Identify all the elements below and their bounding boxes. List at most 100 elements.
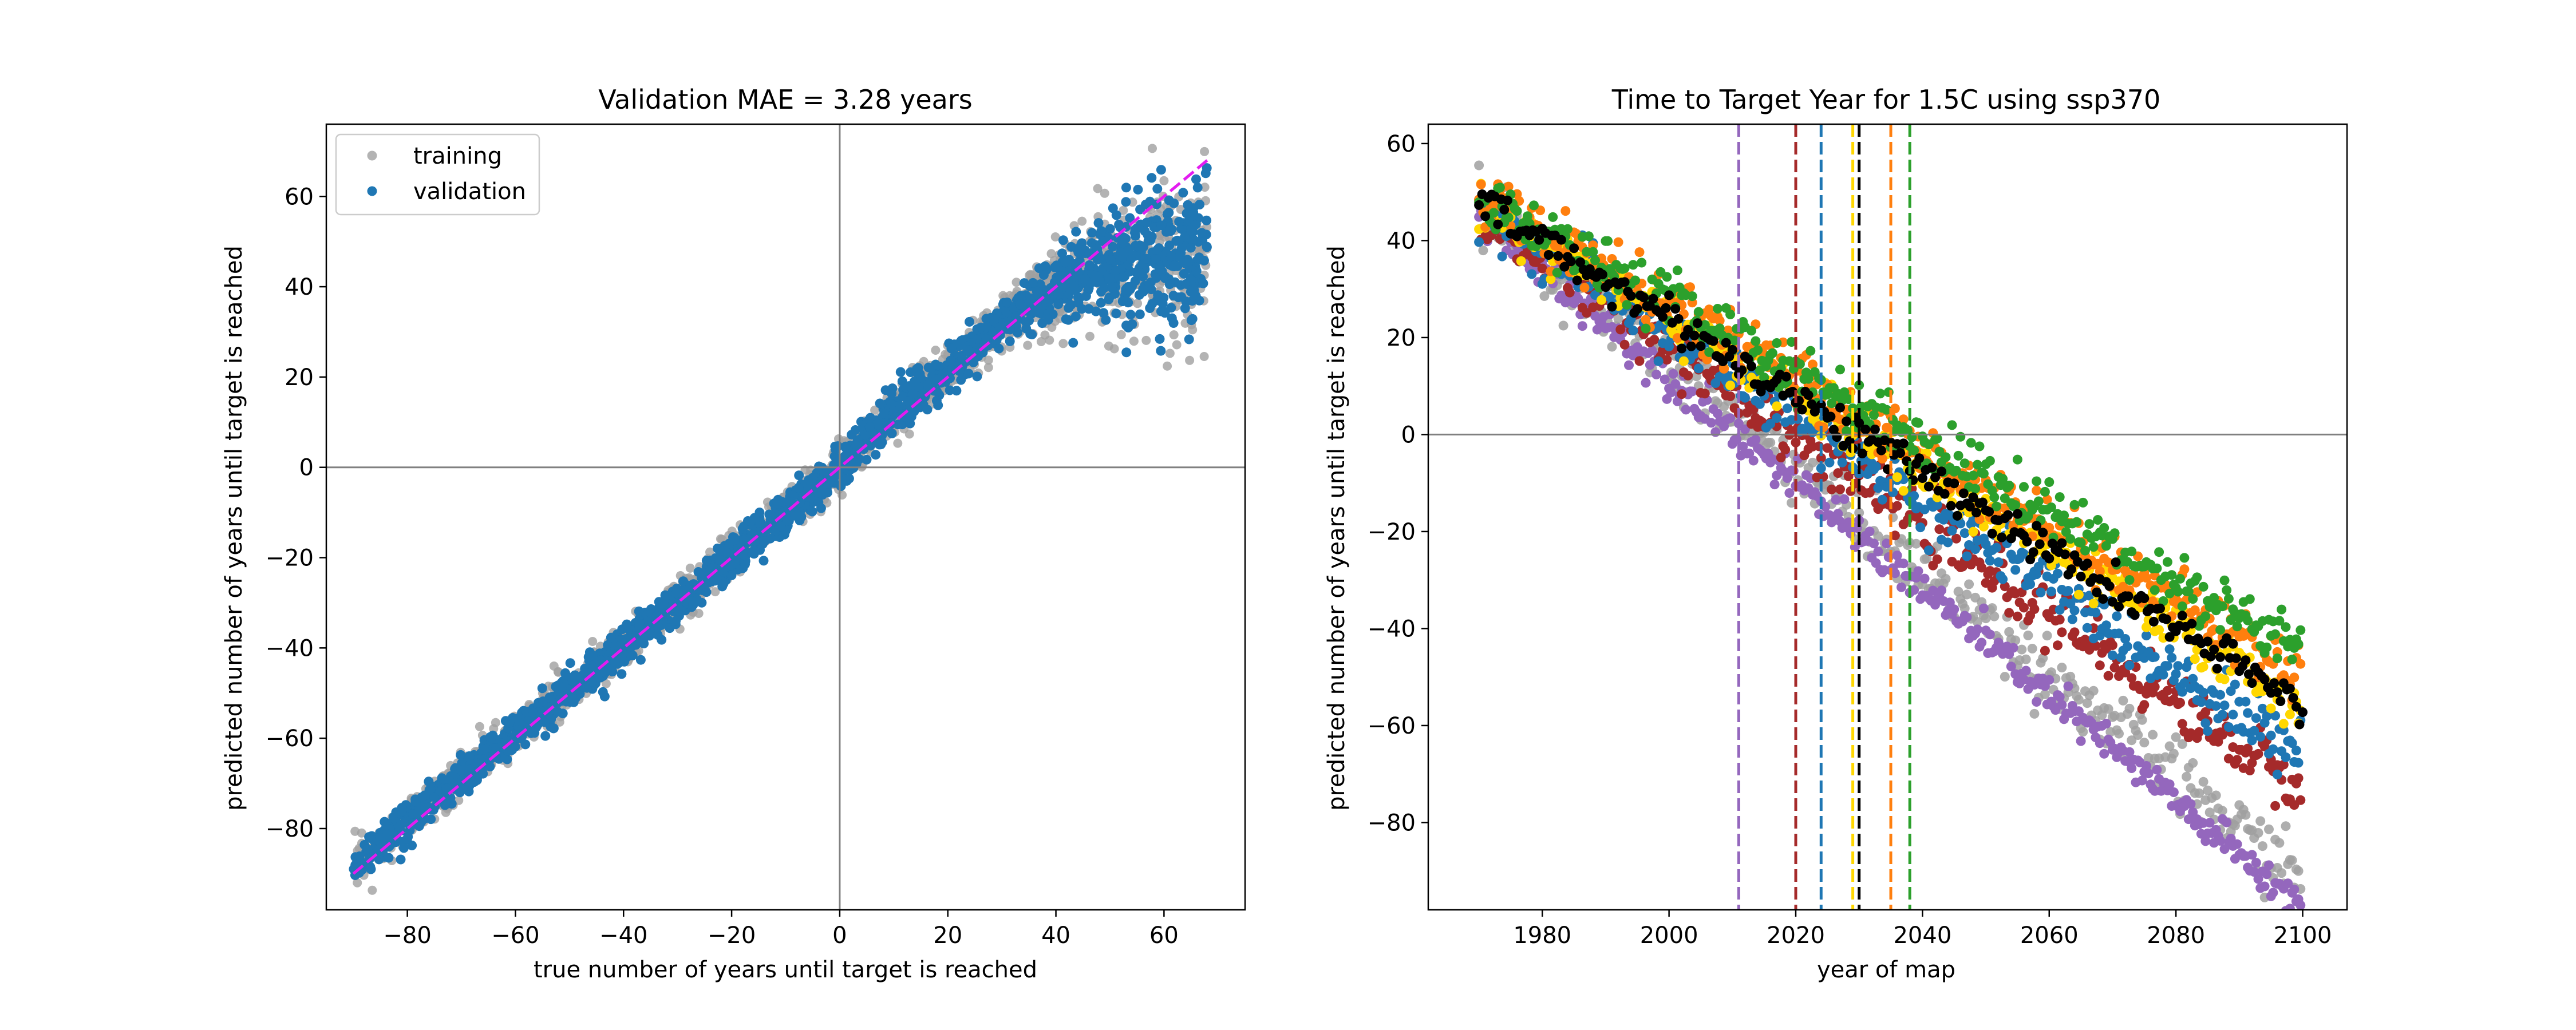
data-point [2133, 730, 2143, 740]
data-point [1833, 509, 1843, 519]
data-point [2162, 661, 2172, 671]
data-point [1808, 457, 1818, 468]
data-point [1558, 320, 1568, 331]
y-axis-label: predicted number of years until target i… [1323, 245, 1350, 811]
data-point [1117, 296, 1128, 307]
data-point [2124, 747, 2135, 757]
data-point [2019, 603, 2029, 613]
data-point [1125, 284, 1136, 294]
data-point [1057, 248, 1067, 259]
data-point [2032, 697, 2042, 707]
data-point [2057, 700, 2067, 710]
data-point [1025, 271, 1034, 280]
data-point [1932, 554, 1942, 564]
data-point [2063, 586, 2073, 596]
data-point [909, 377, 919, 387]
data-point [350, 826, 360, 836]
data-point [2277, 868, 2287, 878]
right-chart: Time to Target Year for 1.5C using ssp37… [1323, 84, 2348, 983]
data-point [1096, 298, 1106, 308]
data-point [1159, 176, 1169, 185]
data-point [1156, 220, 1167, 231]
data-point [424, 777, 434, 787]
data-point [2107, 640, 2117, 650]
data-point [1036, 337, 1046, 346]
data-point [1666, 387, 1676, 398]
data-point [2177, 687, 2187, 697]
data-point [1755, 399, 1765, 409]
data-point [1871, 462, 1881, 472]
data-point [1873, 531, 1883, 541]
data-point [408, 809, 418, 819]
data-point [1023, 340, 1033, 350]
data-point [2099, 748, 2109, 759]
data-point [1180, 232, 1190, 242]
axes-frame [325, 123, 1246, 911]
data-point [1129, 336, 1139, 346]
data-point [1166, 303, 1176, 313]
data-point [1202, 242, 1212, 252]
data-point [671, 616, 681, 626]
data-point [2103, 704, 2113, 714]
y-tick-label: −40 [266, 635, 314, 661]
data-point [384, 853, 394, 863]
x-tick-label: −80 [383, 922, 431, 949]
data-point [1962, 551, 1972, 561]
data-point [2055, 692, 2065, 702]
data-point [2053, 568, 2063, 579]
data-point [1634, 356, 1645, 366]
data-point [2243, 708, 2253, 718]
data-point [565, 658, 575, 668]
data-point [2171, 732, 2181, 742]
data-point [645, 631, 655, 641]
data-point [839, 476, 850, 486]
data-point [1864, 526, 1875, 537]
data-point [402, 834, 412, 844]
data-point [1977, 637, 1987, 648]
chart-title: Validation MAE = 3.28 years [598, 84, 972, 115]
data-point [617, 669, 627, 679]
data-point [1147, 231, 1157, 241]
data-point [1146, 284, 1156, 295]
data-point [549, 661, 559, 671]
data-point [1710, 427, 1721, 437]
data-point [1835, 484, 1845, 494]
legend-box [335, 133, 540, 216]
data-point [1157, 298, 1168, 308]
data-point [1138, 284, 1148, 294]
data-point [1200, 183, 1210, 192]
data-point [2188, 758, 2198, 768]
data-point [2038, 653, 2048, 663]
data-point [931, 359, 941, 370]
data-point [1765, 438, 1776, 447]
data-point [729, 533, 740, 543]
data-point [2150, 652, 2160, 662]
data-point [1782, 403, 1792, 414]
data-point [2287, 855, 2297, 865]
data-point [1116, 330, 1126, 339]
data-point [1751, 434, 1761, 445]
data-point [561, 671, 571, 681]
data-point [405, 825, 415, 835]
data-point [813, 497, 824, 508]
data-point [2194, 788, 2204, 798]
data-point [852, 435, 863, 445]
data-point [804, 475, 813, 485]
data-point [1195, 200, 1205, 209]
data-point [2063, 681, 2073, 691]
data-point [1199, 352, 1209, 361]
data-point [1941, 574, 1951, 584]
data-point [685, 563, 695, 573]
data-point [1922, 553, 1932, 564]
data-point [972, 371, 982, 382]
data-point [802, 483, 812, 493]
data-point [1188, 207, 1199, 217]
data-point [1148, 144, 1157, 153]
data-point [2175, 698, 2185, 708]
data-point [879, 409, 890, 419]
data-point [2095, 738, 2105, 748]
data-point [600, 668, 610, 678]
data-point [2053, 640, 2063, 651]
data-point [1649, 335, 1660, 345]
data-point [1196, 228, 1207, 238]
